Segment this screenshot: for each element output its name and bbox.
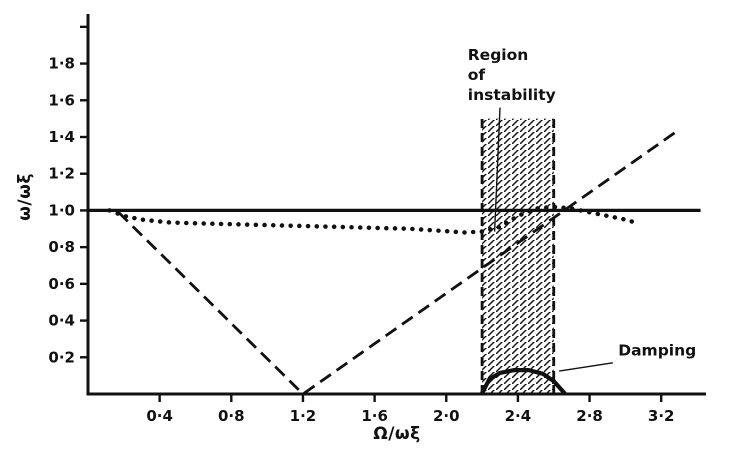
x-tick-label: 2·8 [576,407,603,425]
whirl-frequency-line [117,128,680,396]
damping-curve [480,368,567,396]
y-tick-label: 0·6 [48,275,75,293]
x-tick-label: 2·0 [433,407,460,425]
y-tick-label: 1·4 [48,128,75,146]
instability-band [482,118,554,394]
x-axis-title: Ω/ωξ [373,424,421,444]
damping-pointer [559,362,613,372]
x-tick-label: 3·2 [648,407,675,425]
x-tick-label: 1·2 [290,407,317,425]
x-tick-label: 1·6 [361,407,388,425]
y-tick-label: 1·8 [48,55,75,73]
region-of-instability-label: Region of instability [468,46,556,104]
y-tick-label: 1·0 [48,201,75,219]
y-axis-title: ω/ωξ [15,173,35,221]
y-tick-label: 0·2 [48,348,75,366]
measured-frequency-curve [107,204,641,235]
x-tick-label: 0·4 [146,407,173,425]
y-tick-label: 1·2 [48,165,75,183]
x-tick-label: 2·4 [505,407,532,425]
y-tick-label: 0·8 [48,238,75,256]
damping-label: Damping [618,341,696,359]
y-tick-label: 1·6 [48,91,75,109]
y-tick-label: 0·4 [48,312,75,330]
x-tick-label: 0·8 [218,407,245,425]
